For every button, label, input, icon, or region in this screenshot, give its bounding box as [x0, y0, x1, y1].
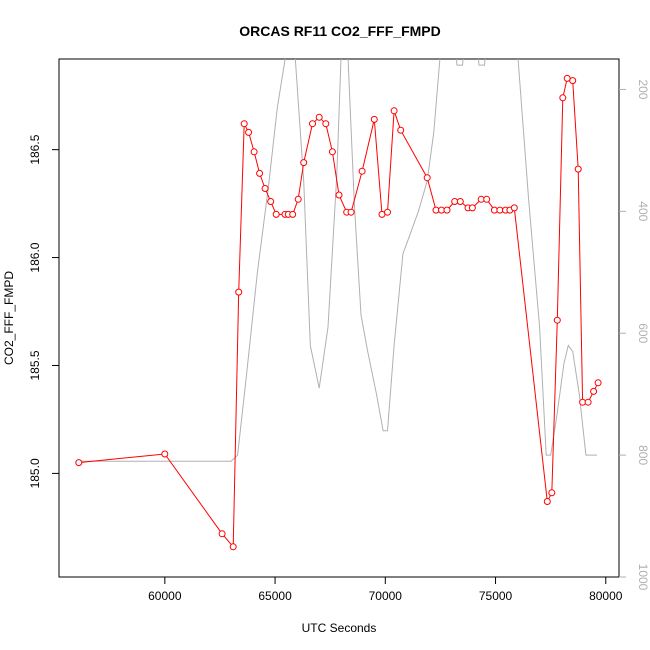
data-point [250, 148, 258, 156]
data-point [510, 204, 518, 212]
data-point [358, 167, 366, 175]
data-point [543, 498, 551, 505]
data-point [390, 107, 398, 115]
data-point [272, 210, 280, 218]
y-axis-left: 185.0 185.5 186.0 186.5 [28, 134, 59, 488]
data-point [161, 450, 169, 458]
data-point [267, 198, 275, 205]
data-point [256, 169, 264, 177]
data-point [229, 543, 237, 551]
data-point [553, 316, 561, 324]
data-point [397, 126, 405, 134]
data-point [328, 148, 336, 156]
y2-tick-label: 400 [636, 201, 650, 221]
y-tick-label: 186.0 [28, 242, 42, 272]
data-point [423, 174, 431, 182]
right-axis-series-group [78, 59, 597, 462]
x-axis-label: UTC Seconds [302, 621, 377, 635]
data-point [594, 379, 602, 387]
data-point [309, 120, 316, 128]
x-tick-label: 70000 [369, 589, 403, 603]
data-point [443, 206, 451, 214]
x-axis: 60000 65000 70000 75000 80000 [148, 576, 623, 603]
data-point [315, 113, 323, 121]
y2-tick-label: 600 [636, 323, 650, 343]
x-tick-label: 65000 [258, 589, 292, 603]
data-point [235, 288, 243, 296]
data-point [245, 128, 253, 136]
data-point [347, 208, 355, 216]
data-point [584, 398, 592, 406]
data-point [483, 195, 491, 203]
y2-tick-label: 1000 [636, 564, 650, 591]
data-point [574, 165, 582, 173]
data-point [456, 198, 464, 205]
y-axis-right: 200 400 600 800 1000 [619, 79, 650, 591]
y-axis-label: CO2_FFF_FMPD [2, 271, 16, 365]
data-point [289, 210, 297, 218]
left-axis-series-group [75, 74, 602, 551]
y2-tick-label: 800 [636, 445, 650, 465]
series-line-right [78, 59, 597, 462]
data-point [590, 387, 598, 395]
x-tick-label: 60000 [148, 589, 182, 603]
data-point [294, 195, 302, 203]
y-tick-label: 185.5 [28, 350, 42, 380]
data-point [559, 94, 567, 102]
data-point [468, 204, 476, 212]
y-tick-label: 186.5 [28, 134, 42, 164]
data-point [300, 159, 308, 167]
x-tick-label: 80000 [589, 589, 623, 603]
data-point [75, 459, 83, 467]
x-tick-label: 75000 [479, 589, 513, 603]
chart-title: ORCAS RF11 CO2_FFF_FMPD [239, 23, 440, 39]
data-point [218, 530, 226, 538]
data-point [322, 120, 330, 128]
data-point [384, 208, 391, 216]
y-tick-label: 185.0 [28, 458, 42, 488]
data-point [569, 77, 577, 85]
data-point [335, 191, 343, 199]
data-point [240, 120, 248, 128]
data-point [370, 115, 378, 123]
data-point [548, 489, 556, 497]
data-point [261, 185, 269, 192]
y2-tick-label: 200 [636, 79, 650, 99]
